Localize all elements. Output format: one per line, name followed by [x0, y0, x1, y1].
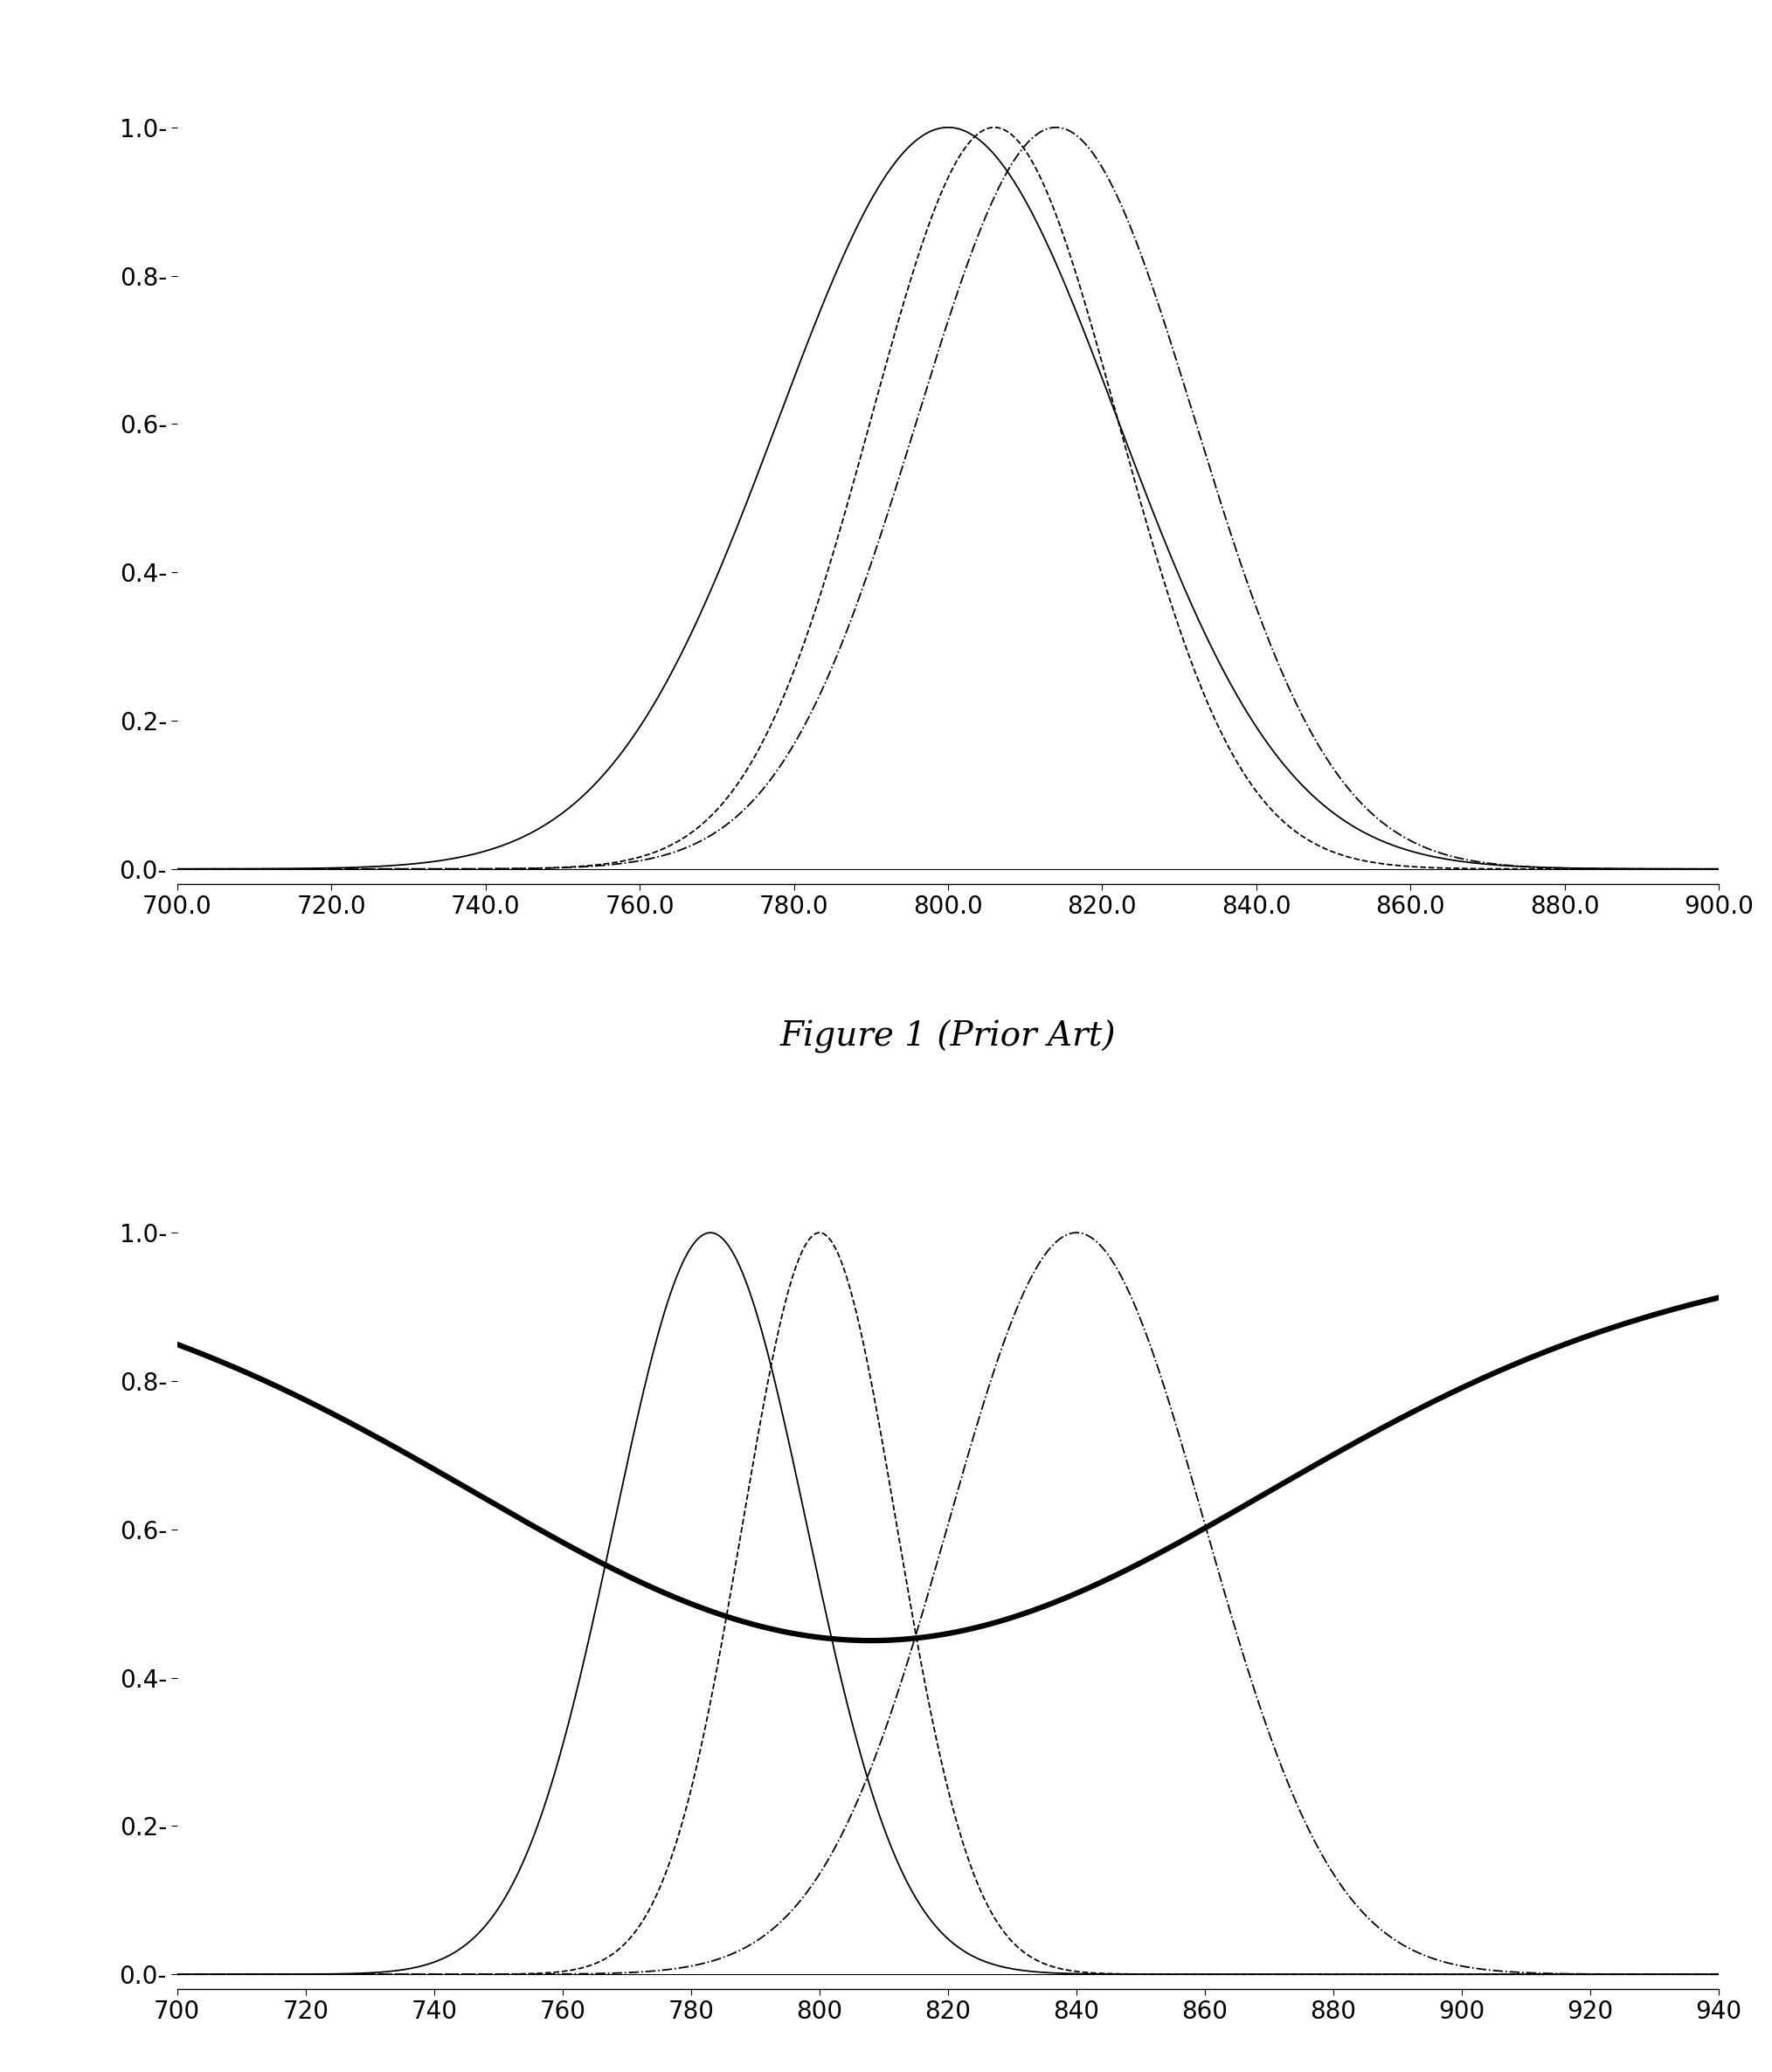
Text: Figure 1 (Prior Art): Figure 1 (Prior Art)	[780, 1019, 1116, 1053]
